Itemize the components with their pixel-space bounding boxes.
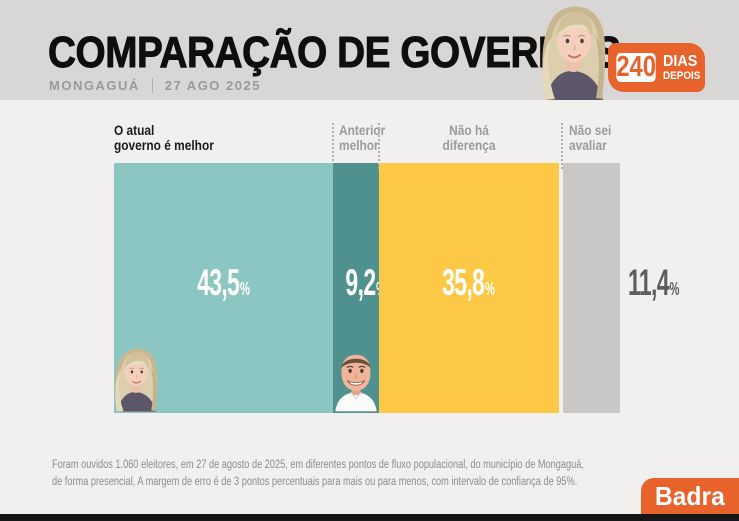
segment-divider-dotted-line	[378, 123, 380, 169]
methodology-line1: Foram ouvidos 1.060 eleitores, em 27 de …	[52, 459, 584, 471]
header-location: MONGAGUÁ	[49, 78, 140, 93]
bar-segment	[379, 163, 559, 413]
man-avatar-icon	[329, 345, 383, 413]
badra-logo-text: Badra	[654, 481, 726, 511]
column-label: O atual governo é melhor	[114, 122, 214, 154]
value-label: 35,8%	[442, 262, 496, 303]
segment-divider-dotted-line	[332, 123, 334, 169]
value-label: 9,2%	[345, 262, 386, 303]
segment-divider-dotted-line	[561, 123, 563, 169]
column-label: Não há diferença	[442, 122, 496, 154]
woman-avatar-icon	[108, 343, 162, 413]
value-label: 11,4%	[628, 262, 680, 303]
page-title: COMPARAÇÃO DE GOVERNOS	[48, 28, 622, 78]
methodology-line2: de forma presencial, A margem de erro é …	[52, 476, 578, 488]
bottom-strip	[0, 514, 739, 521]
days-after-badge: 240 DIAS DEPOIS	[608, 43, 705, 92]
header-subtitle: MONGAGUÁ 27 AGO 2025	[49, 78, 261, 93]
header-date: 27 AGO 2025	[164, 78, 261, 93]
subtitle-divider	[151, 78, 153, 93]
woman-avatar-icon	[531, 0, 613, 100]
badge-text: DIAS DEPOIS	[663, 52, 701, 82]
column-label: Não sei avaliar	[569, 122, 612, 154]
bar-segment	[563, 163, 620, 413]
badge-number: 240	[616, 51, 657, 83]
value-label: 43,5%	[197, 262, 250, 303]
methodology-note: Foram ouvidos 1.060 eleitores, em 27 de …	[52, 457, 584, 491]
header: COMPARAÇÃO DE GOVERNOS MONGAGUÁ 27 AGO 2…	[0, 0, 739, 100]
column-label: Anterior melhor	[339, 122, 386, 154]
badra-logo: Badra	[641, 478, 739, 515]
